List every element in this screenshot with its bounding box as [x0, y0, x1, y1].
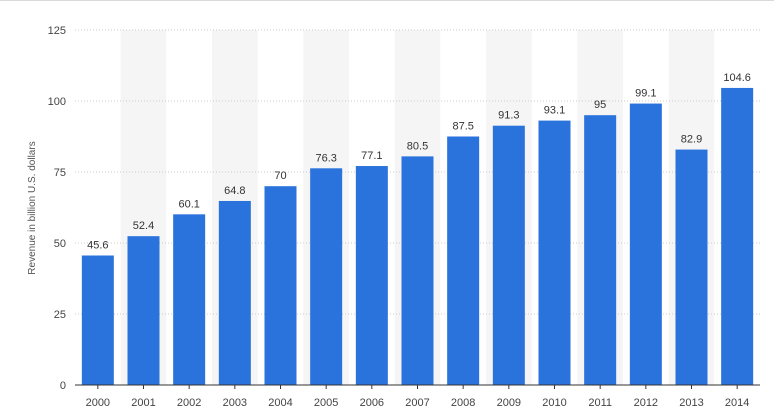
data-label-2004: 70: [274, 170, 286, 182]
data-label-2010: 93.1: [544, 105, 565, 117]
data-label-2001: 52.4: [133, 220, 154, 232]
x-tick-label-2014: 2014: [725, 397, 749, 409]
data-label-2014: 104.6: [723, 72, 751, 84]
data-label-2011: 95: [594, 99, 606, 111]
x-tick-label-2005: 2005: [314, 397, 338, 409]
x-tick-label-2000: 2000: [86, 397, 110, 409]
bar-2014: [721, 87, 754, 385]
x-tick-label-2007: 2007: [405, 397, 429, 409]
x-tick-label-2013: 2013: [679, 397, 703, 409]
bar-2010: [538, 120, 571, 385]
data-label-2013: 82.9: [681, 134, 702, 146]
data-label-2008: 87.5: [452, 121, 473, 133]
bar-2007: [401, 156, 434, 385]
bar-2012: [629, 103, 662, 385]
data-label-2003: 64.8: [224, 185, 245, 197]
data-label-2006: 77.1: [361, 150, 382, 162]
bars: [81, 87, 754, 385]
x-tick-label-2002: 2002: [177, 397, 201, 409]
y-axis-title: Revenue in billion U.S. dollars: [27, 141, 38, 274]
data-label-2012: 99.1: [635, 88, 656, 100]
x-tick-label-2001: 2001: [131, 397, 155, 409]
x-tick-label-2009: 2009: [497, 397, 521, 409]
bar-2001: [127, 236, 160, 385]
bar-2009: [492, 125, 525, 385]
x-tick-label-2003: 2003: [223, 397, 247, 409]
y-tick-label-0: 0: [60, 380, 66, 392]
y-tick-label-75: 75: [54, 167, 66, 179]
data-label-2002: 60.1: [178, 198, 199, 210]
top-divider: [0, 0, 774, 1]
y-tick-label-100: 100: [48, 96, 66, 108]
bar-2008: [447, 136, 480, 385]
x-axis-ticks: 2000 2001 2002 2003 2004 2005 2006 2007 2008 2009…: [86, 385, 749, 409]
data-label-2009: 91.3: [498, 110, 519, 122]
x-tick-label-2012: 2012: [634, 397, 658, 409]
x-tick-label-2004: 2004: [268, 397, 292, 409]
y-tick-label-125: 125: [48, 25, 66, 37]
y-tick-label-25: 25: [54, 309, 66, 321]
data-labels: 45.6 52.4 60.1 64.8 70 76.3 77.1 80.5 87.5 91.3 93…: [87, 72, 751, 252]
x-tick-label-2006: 2006: [360, 397, 384, 409]
data-label-2000: 45.6: [87, 239, 108, 251]
x-tick-label-2008: 2008: [451, 397, 475, 409]
bar-2005: [310, 168, 343, 385]
y-tick-label-50: 50: [54, 238, 66, 250]
bar-2011: [584, 115, 617, 385]
bar-2002: [173, 214, 206, 385]
bar-2003: [218, 200, 251, 385]
bar-2006: [355, 166, 388, 385]
bar-2004: [264, 186, 297, 385]
x-tick-label-2010: 2010: [542, 397, 566, 409]
bar-2013: [675, 149, 708, 385]
data-label-2005: 76.3: [315, 152, 336, 164]
data-label-2007: 80.5: [407, 140, 428, 152]
bar-2000: [81, 255, 114, 385]
y-axis-ticks: 0 25 50 75 100 125: [48, 25, 66, 392]
x-tick-label-2011: 2011: [588, 397, 612, 409]
